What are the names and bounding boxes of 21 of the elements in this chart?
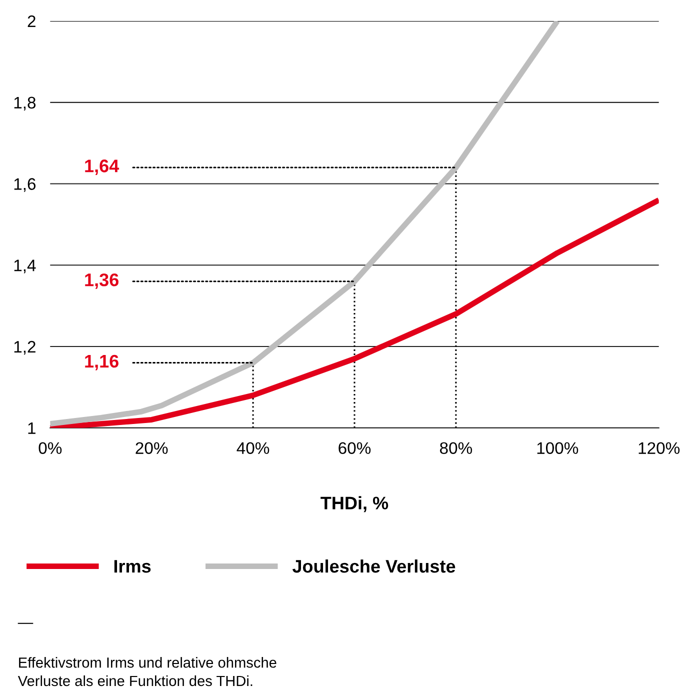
x-tick-label: 60% xyxy=(338,442,371,454)
y-tick-label: 1,2 xyxy=(14,340,36,355)
annotation: 1,64 xyxy=(85,160,120,175)
legend-label: Joulesche Verluste xyxy=(292,559,456,573)
text: — xyxy=(18,622,34,624)
y-tick-label: 1,6 xyxy=(14,178,36,192)
x-tick-label: 120% xyxy=(638,442,680,454)
x-tick-label: 80% xyxy=(440,442,472,454)
annotation: 1,16 xyxy=(85,354,118,370)
legend-label: Irms xyxy=(114,560,151,573)
x-axis-title: THDi, % xyxy=(320,496,388,512)
y-tick-label: 1,8 xyxy=(14,96,36,111)
y-tick-label: 1 xyxy=(28,422,36,434)
y-tick-label: 2 xyxy=(28,15,36,28)
annotation: 1,36 xyxy=(85,273,118,289)
text: Effektivstrom Irms und relative ohmsche Verluste als eine Funktion des THDi. xyxy=(18,657,276,686)
x-tick-label: 40% xyxy=(236,442,270,454)
x-tick-label: 0% xyxy=(38,442,62,454)
y-tick-label: 1,4 xyxy=(14,260,36,274)
x-tick-label: 100% xyxy=(537,442,578,454)
x-tick-label: 20% xyxy=(136,442,168,454)
